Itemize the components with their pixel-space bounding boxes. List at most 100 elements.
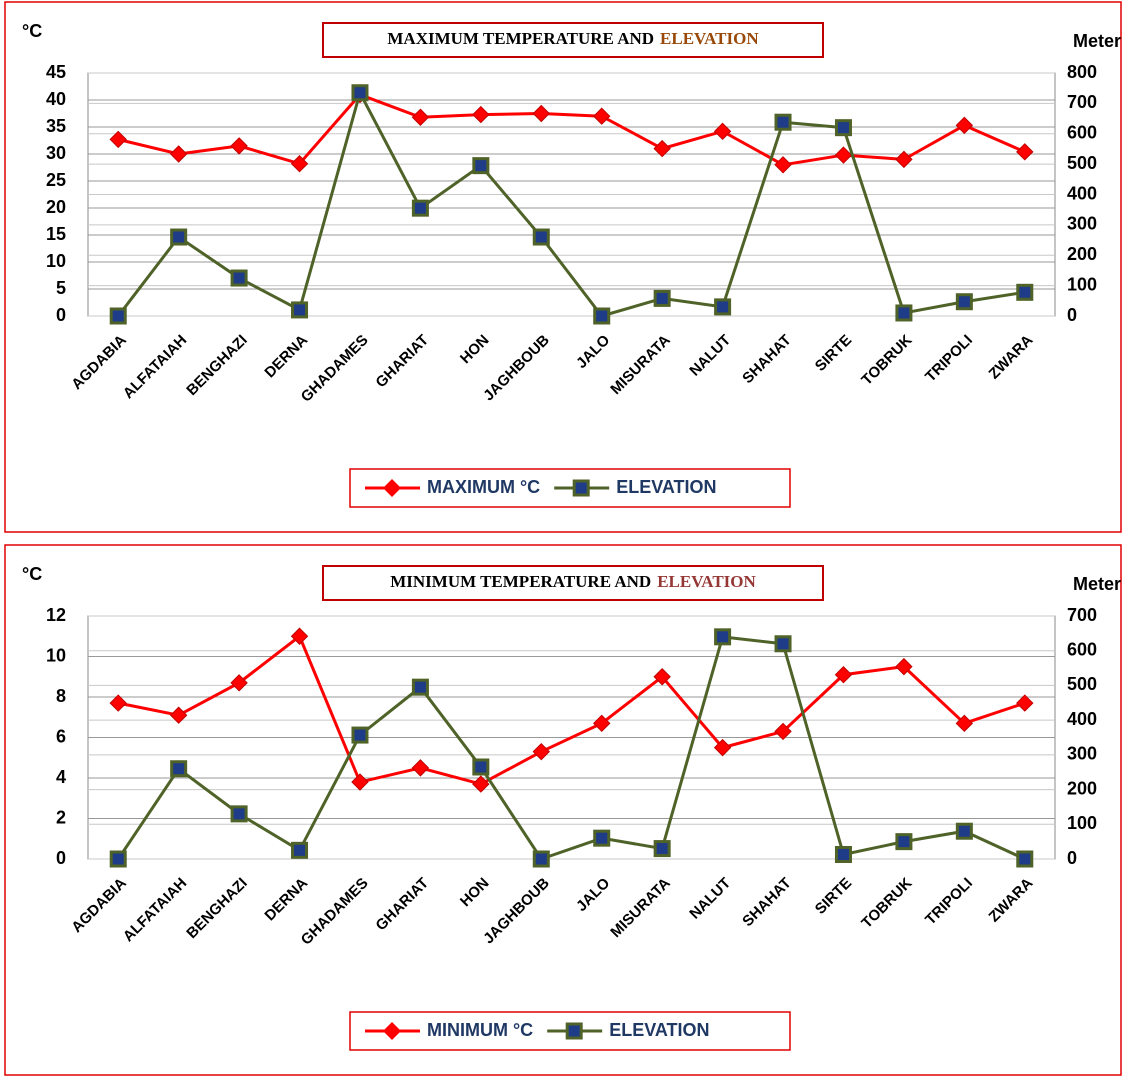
y-tick-label: 4: [56, 767, 66, 787]
title-part: ELEVATION: [660, 29, 759, 48]
marker: [834, 666, 853, 684]
y2-tick-label: 100: [1067, 813, 1097, 833]
marker: [1016, 694, 1034, 712]
y-tick-label: 8: [56, 686, 66, 706]
marker: [290, 155, 309, 173]
marker: [109, 850, 127, 868]
x-tick-label: MISURATA: [607, 331, 674, 398]
marker: [170, 228, 188, 246]
y-tick-label: 10: [46, 645, 66, 665]
marker: [774, 722, 792, 741]
y-tick-label: 20: [46, 197, 66, 217]
x-tick-label: SHAHAT: [739, 875, 794, 930]
legend-label: ELEVATION: [616, 477, 716, 497]
x-tick-label: JALO: [573, 331, 614, 372]
x-tick-label: GHARIAT: [372, 332, 432, 392]
y2-tick-label: 600: [1067, 123, 1097, 143]
y2-tick-label: 700: [1067, 605, 1097, 625]
marker: [955, 116, 974, 135]
x-tick-label: HON: [457, 332, 493, 368]
marker: [1016, 283, 1034, 301]
x-tick-label: GHARIAT: [372, 875, 432, 935]
y-unit: °C: [22, 564, 42, 584]
marker: [411, 199, 429, 217]
y-unit: °C: [22, 21, 42, 41]
marker: [774, 156, 792, 174]
marker: [774, 635, 792, 653]
marker: [472, 105, 490, 124]
marker: [109, 130, 127, 149]
x-tick-label: TRIPOLI: [922, 332, 976, 386]
marker: [714, 628, 732, 646]
x-tick-label: MISURATA: [607, 874, 674, 941]
legend-marker: [572, 479, 590, 497]
marker: [895, 150, 913, 169]
x-tick-label: DERNA: [261, 875, 311, 925]
marker: [834, 146, 853, 164]
marker: [169, 706, 188, 724]
marker: [472, 157, 490, 175]
marker: [834, 845, 852, 863]
y-tick-label: 30: [46, 143, 66, 163]
marker: [593, 107, 611, 125]
y2-tick-label: 500: [1067, 153, 1097, 173]
marker: [593, 307, 611, 325]
title-part: ELEVATION: [657, 572, 756, 591]
y2-tick-label: 0: [1067, 305, 1077, 325]
marker: [291, 841, 309, 859]
y-tick-label: 12: [46, 605, 66, 625]
marker: [955, 714, 974, 733]
series-line: [117, 92, 1026, 167]
marker: [411, 108, 430, 126]
x-tick-label: SIRTE: [812, 875, 855, 918]
y2-tick-label: 500: [1067, 674, 1097, 694]
y-tick-label: 5: [56, 278, 66, 298]
marker: [411, 759, 430, 777]
marker: [834, 119, 852, 137]
y-tick-label: 45: [46, 62, 66, 82]
marker: [653, 139, 671, 158]
title-box: [322, 565, 824, 601]
marker: [472, 758, 490, 776]
marker: [532, 228, 550, 246]
x-tick-label: TRIPOLI: [922, 875, 976, 929]
title-part: MAXIMUM TEMPERATURE AND: [387, 29, 654, 48]
chart-title: MAXIMUM TEMPERATURE AND ELEVATION: [387, 29, 759, 48]
marker: [411, 678, 429, 696]
series-line: [116, 635, 1026, 861]
x-tick-label: TOBRUK: [858, 331, 915, 388]
y-tick-label: 0: [56, 305, 66, 325]
y-tick-label: 15: [46, 224, 66, 244]
marker: [1016, 143, 1034, 161]
x-tick-label: ZWARA: [986, 875, 1037, 926]
marker: [593, 714, 611, 733]
marker: [593, 829, 611, 847]
marker: [653, 289, 671, 307]
marker: [895, 833, 913, 851]
marker: [109, 307, 127, 325]
y2-tick-label: 0: [1067, 848, 1077, 868]
series-line: [117, 633, 1026, 786]
y2-tick-label: 300: [1067, 214, 1097, 234]
legend-label: MAXIMUM °C: [427, 477, 540, 497]
marker: [290, 627, 309, 645]
y2-tick-label: 800: [1067, 62, 1097, 82]
y2-tick-label: 400: [1067, 183, 1097, 203]
x-tick-label: ALFATAIAH: [120, 332, 191, 403]
x-tick-label: AGDABIA: [68, 874, 130, 936]
marker: [895, 657, 913, 676]
x-tick-label: AGDABIA: [68, 331, 130, 393]
x-tick-label: ZWARA: [986, 332, 1037, 383]
y-tick-label: 25: [46, 170, 66, 190]
y2-tick-label: 400: [1067, 709, 1097, 729]
y2-tick-label: 200: [1067, 244, 1097, 264]
x-tick-label: NALUT: [686, 875, 734, 923]
marker: [532, 850, 550, 868]
marker: [713, 122, 732, 141]
marker: [472, 775, 490, 793]
y-tick-label: 2: [56, 807, 66, 827]
x-tick-label: SHAHAT: [739, 332, 794, 387]
y-tick-label: 10: [46, 251, 66, 271]
chart-title: MINIMUM TEMPERATURE AND ELEVATION: [390, 572, 756, 591]
marker: [532, 104, 550, 123]
